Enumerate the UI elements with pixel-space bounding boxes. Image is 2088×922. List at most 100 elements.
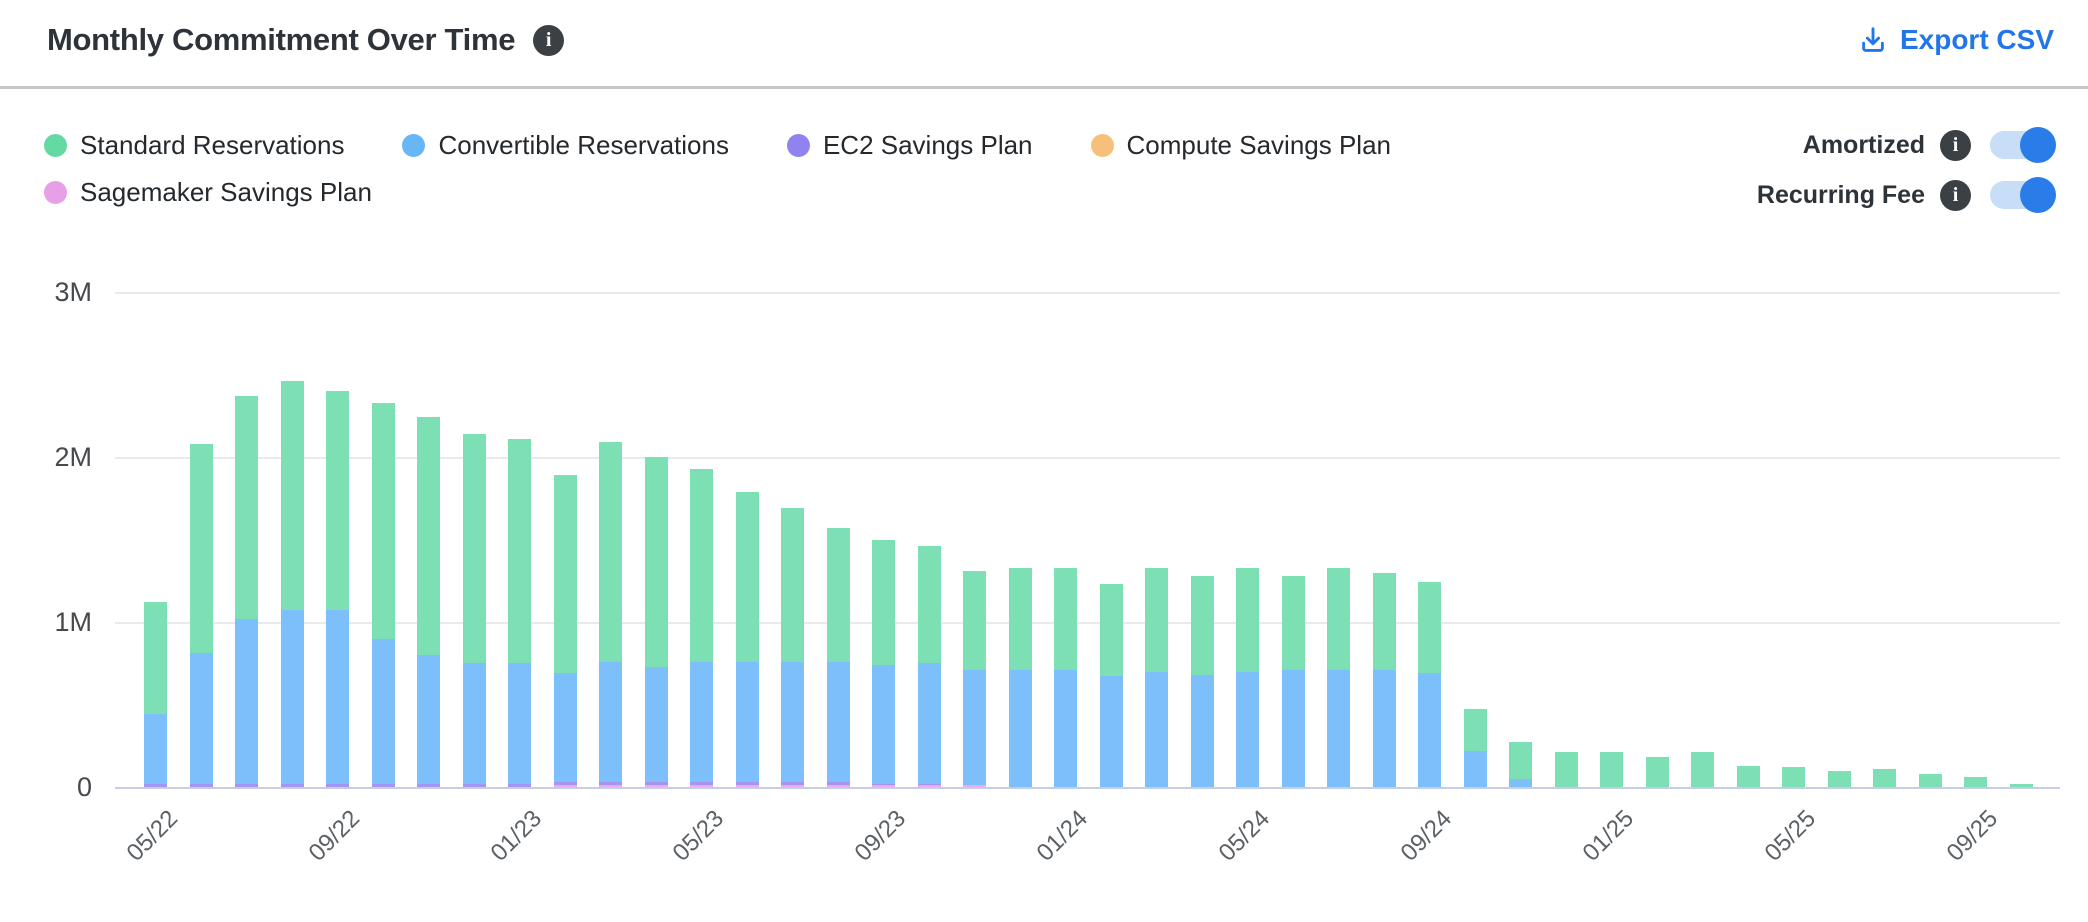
legend-item[interactable]: Convertible Reservations [402, 130, 729, 161]
bar-09-25[interactable] [1964, 777, 1987, 787]
bar-11-24[interactable] [1509, 742, 1532, 787]
bar-segment [644, 782, 668, 786]
gridline [115, 622, 2060, 624]
toggle-knob [2020, 177, 2056, 213]
info-icon[interactable]: i [1940, 179, 1971, 211]
bar-segment [417, 655, 440, 784]
legend-item[interactable]: Standard Reservations [44, 130, 344, 161]
bar-11-22[interactable] [417, 417, 440, 787]
bar-segment [599, 661, 622, 783]
bar-segment [326, 391, 349, 611]
x-axis-label: 09/23 [849, 805, 911, 867]
bar-segment [1918, 773, 1942, 787]
bar-06-24[interactable] [1281, 575, 1305, 787]
bar-05-23[interactable] [690, 468, 713, 787]
legend-item[interactable]: Sagemaker Savings Plan [44, 177, 372, 208]
toggle-row: Amortized i [1757, 127, 2058, 163]
bar-03-23[interactable] [599, 442, 622, 787]
bar-02-25[interactable] [1645, 757, 1669, 787]
bar-03-25[interactable] [1691, 752, 1714, 787]
bar-segment [917, 785, 941, 787]
bar-08-24[interactable] [1372, 572, 1396, 787]
x-axis-label: 09/25 [1941, 805, 2003, 867]
bar-04-25[interactable] [1736, 765, 1760, 787]
x-axis-label: 05/24 [1213, 805, 1275, 867]
bar-09-23[interactable] [872, 539, 895, 787]
bar-segment [1099, 584, 1123, 677]
header: Monthly Commitment Over Time i [47, 22, 565, 58]
bar-segment [690, 661, 713, 783]
bar-12-24[interactable] [1554, 752, 1578, 787]
toggle-switch[interactable] [1990, 127, 2056, 163]
bar-segment [235, 783, 258, 787]
export-csv-button[interactable]: Export CSV [1858, 24, 2054, 56]
legend-item[interactable]: Compute Savings Plan [1090, 130, 1391, 161]
bar-segment [644, 666, 668, 783]
header-divider [0, 86, 2088, 89]
bar-03-24[interactable] [1145, 567, 1168, 787]
bar-07-25[interactable] [1873, 768, 1896, 787]
bar-09-24[interactable] [1418, 582, 1441, 787]
x-axis-label: 05/23 [667, 805, 729, 867]
bar-segment [1418, 582, 1441, 674]
y-axis-label: 2M [54, 442, 92, 472]
bar-segment [144, 602, 167, 715]
toggle-row: Recurring Fee i [1757, 177, 2058, 213]
y-axis-label: 1M [54, 607, 92, 637]
toggle-switch[interactable] [1990, 177, 2056, 213]
bar-06-25[interactable] [1827, 770, 1851, 787]
bar-segment [462, 663, 486, 784]
bar-06-23[interactable] [735, 491, 759, 787]
bar-segment [599, 785, 622, 787]
bar-01-24[interactable] [1054, 567, 1077, 787]
info-icon[interactable]: i [1940, 129, 1971, 161]
legend-label: EC2 Savings Plan [822, 130, 1033, 160]
bar-04-24[interactable] [1190, 575, 1214, 787]
bar-segment [235, 618, 258, 784]
bar-segment [1418, 673, 1441, 787]
toggle-panel: Amortized i Recurring Fee i [1757, 127, 2058, 213]
bar-10-24[interactable] [1463, 709, 1487, 787]
bar-01-23[interactable] [508, 438, 531, 787]
bar-08-22[interactable] [280, 381, 304, 787]
bar-11-23[interactable] [963, 570, 986, 787]
bar-segment [371, 638, 395, 784]
bar-10-23[interactable] [917, 546, 941, 787]
bar-12-23[interactable] [1008, 567, 1032, 787]
bar-07-23[interactable] [781, 508, 804, 787]
bar-07-22[interactable] [235, 395, 258, 787]
bar-segment [644, 457, 668, 667]
page-title: Monthly Commitment Over Time [47, 22, 516, 57]
bar-segment [2009, 783, 2033, 787]
bar-segment [826, 661, 850, 783]
bar-segment [1190, 674, 1214, 787]
bar-12-22[interactable] [462, 433, 486, 787]
download-icon [1858, 25, 1888, 55]
bar-05-25[interactable] [1782, 767, 1805, 787]
bar-10-25[interactable] [2009, 783, 2033, 787]
title-info-icon[interactable]: i [533, 24, 565, 56]
bar-08-25[interactable] [1918, 773, 1942, 787]
bar-segment [371, 783, 395, 787]
bar-04-23[interactable] [644, 457, 668, 787]
bar-02-23[interactable] [553, 475, 577, 787]
bar-segment [735, 785, 759, 787]
bar-segment [1099, 676, 1123, 787]
legend-dot-icon [786, 134, 810, 157]
bar-05-24[interactable] [1236, 567, 1259, 787]
bar-09-22[interactable] [326, 391, 349, 787]
legend-item[interactable]: EC2 Savings Plan [786, 130, 1033, 161]
bar-10-22[interactable] [371, 402, 395, 787]
legend-dot-icon [44, 134, 67, 157]
bar-02-24[interactable] [1099, 584, 1123, 787]
bar-segment [1554, 752, 1578, 787]
bar-segment [1327, 567, 1350, 670]
bar-05-22[interactable] [144, 602, 167, 787]
bar-01-25[interactable] [1600, 752, 1623, 787]
bar-segment [735, 491, 759, 662]
bar-08-23[interactable] [826, 527, 850, 787]
bar-segment [735, 661, 759, 783]
export-csv-label: Export CSV [1899, 24, 2054, 55]
bar-06-22[interactable] [189, 443, 213, 787]
bar-07-24[interactable] [1327, 567, 1350, 787]
